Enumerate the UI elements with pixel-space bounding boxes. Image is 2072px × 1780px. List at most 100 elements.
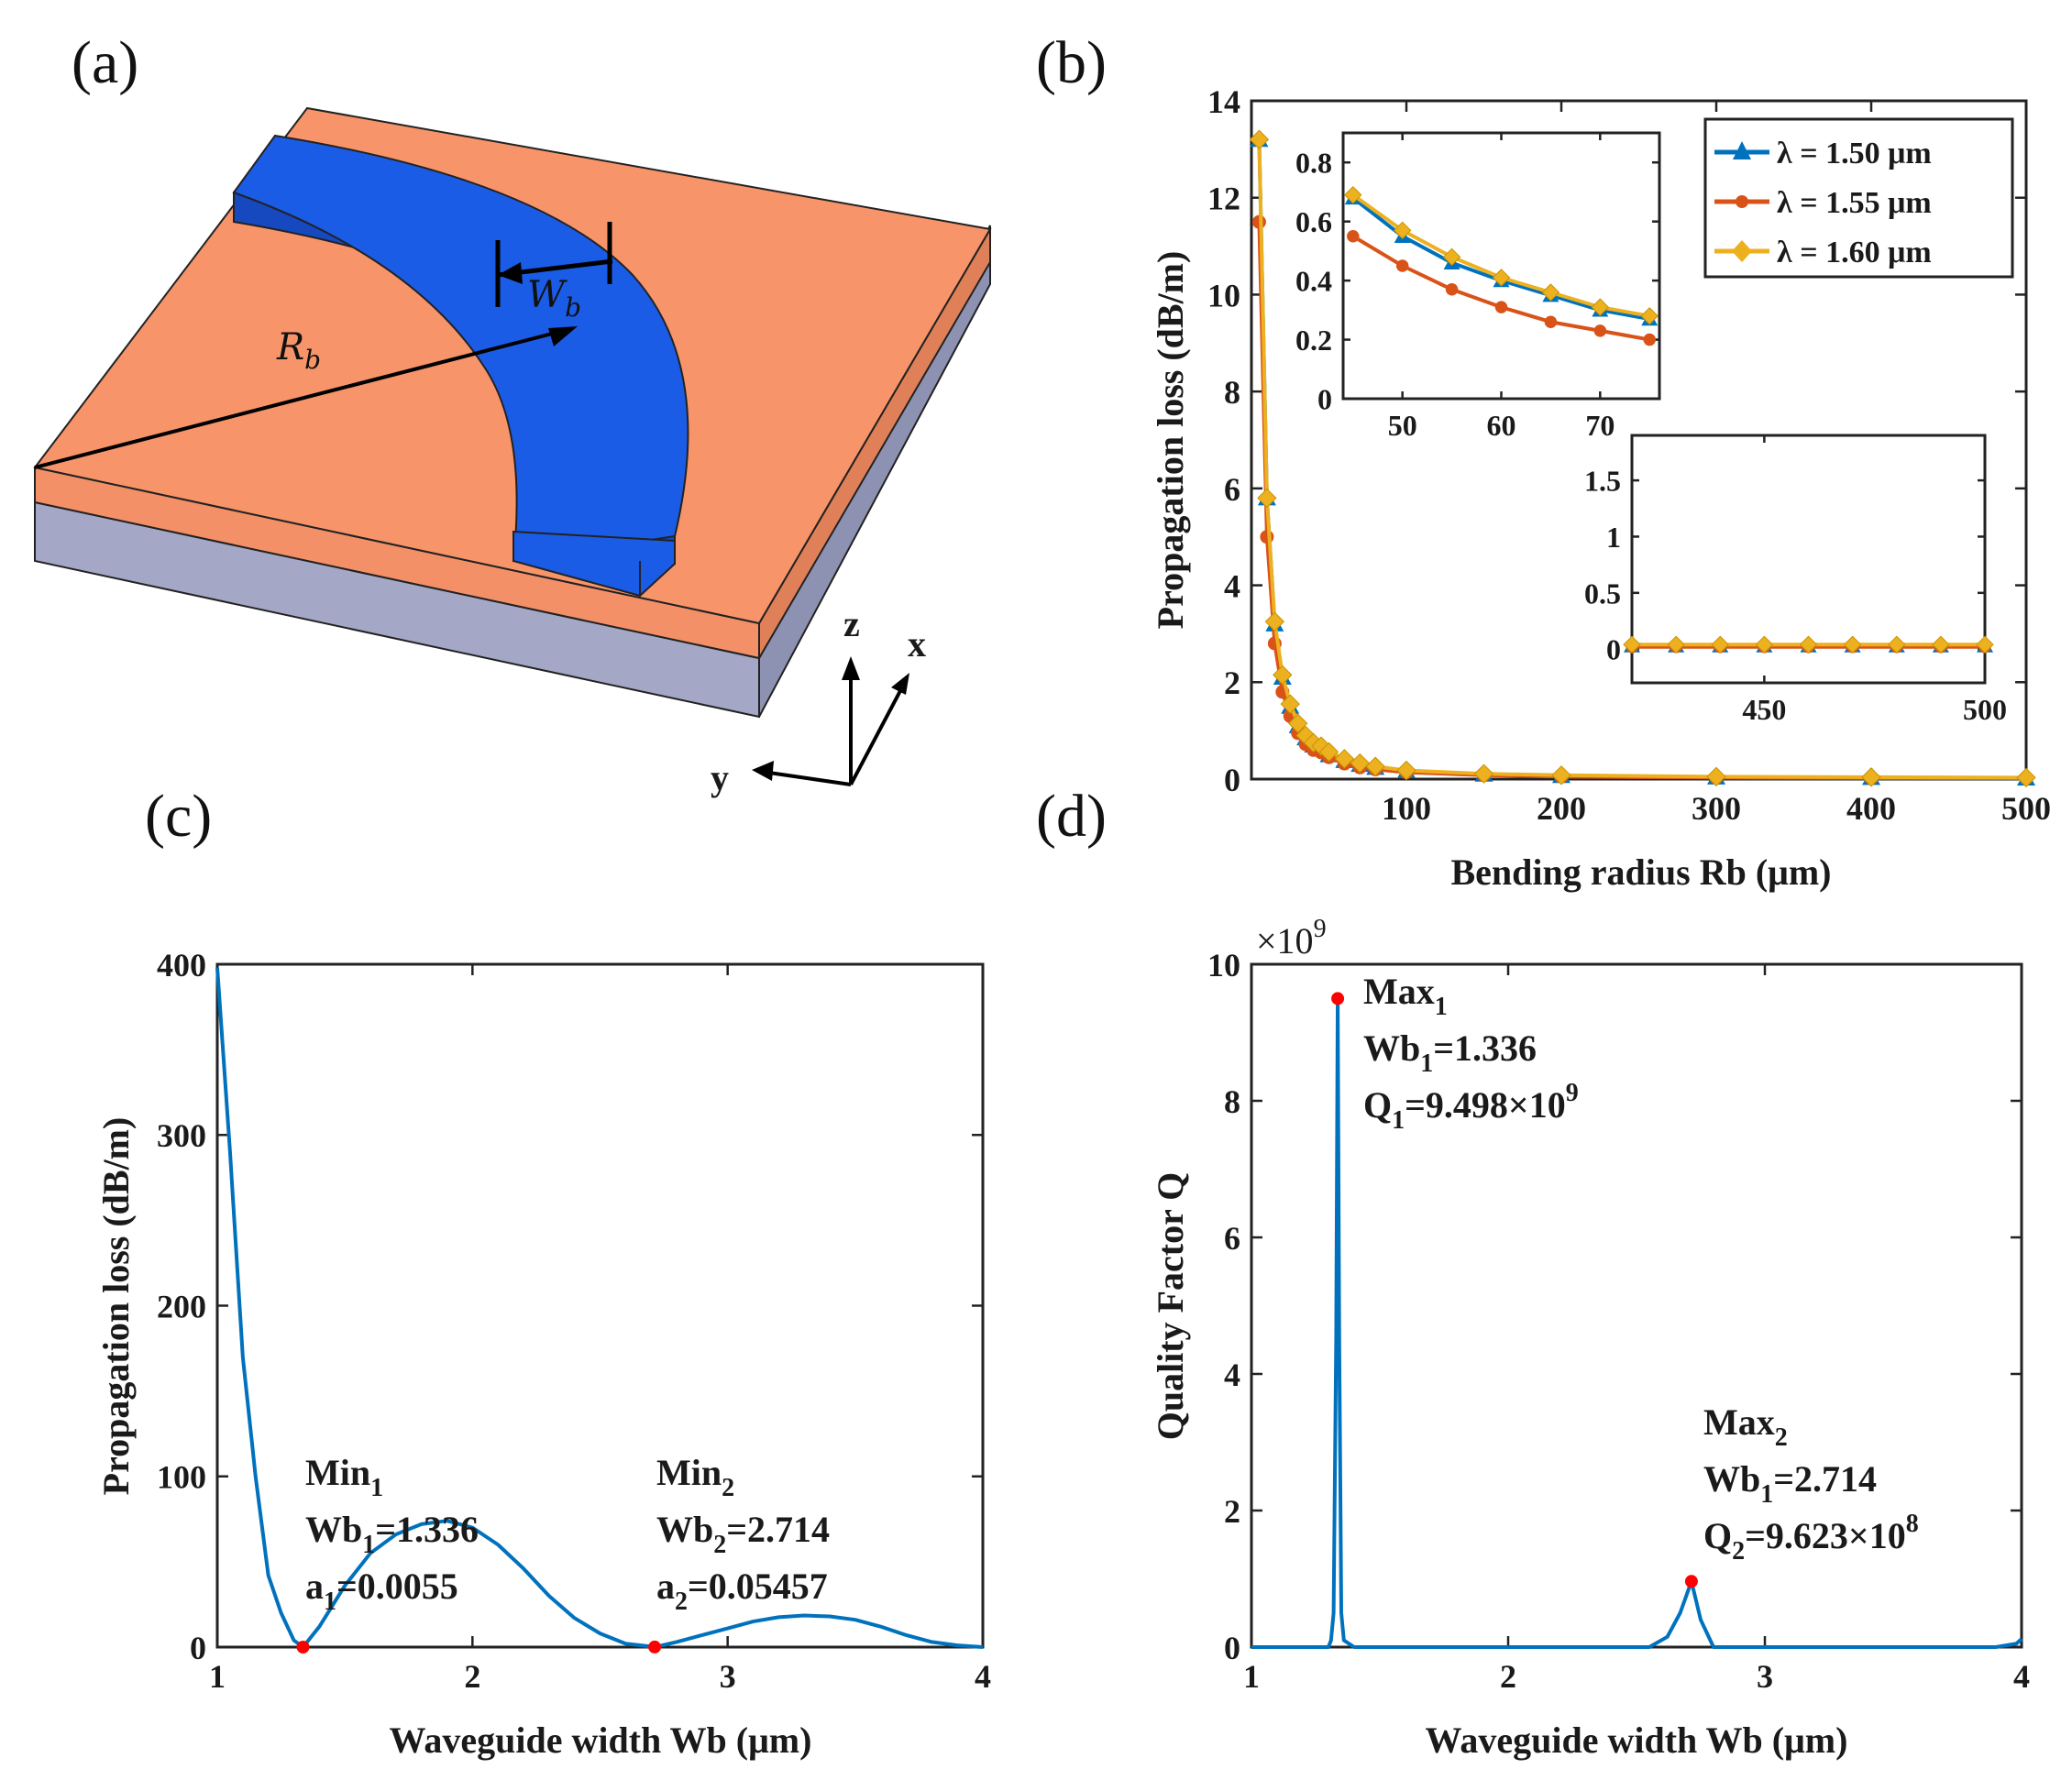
x-tick-label: 2 — [464, 1658, 480, 1695]
x-tick-label: 4 — [2013, 1658, 2030, 1695]
b-plot-frame — [1250, 99, 2028, 781]
d-ylabel: Quality Factor Q — [1150, 1172, 1191, 1441]
d-exponent-label: ×109 — [1256, 915, 1327, 961]
b-inset1: 50 60 70 0 0.2 0.4 0.6 0.8 — [1295, 133, 1659, 442]
x-tick-label: 500 — [1963, 693, 2007, 726]
x-tick-label: 450 — [1742, 693, 1786, 726]
x-tick-label: 4 — [975, 1658, 991, 1695]
axis-x-label: x — [908, 623, 926, 665]
c-series-line — [215, 967, 984, 1649]
marker-diamond — [1640, 307, 1659, 325]
extremum-point — [1684, 1575, 1698, 1588]
marker-diamond — [1667, 635, 1685, 654]
x-tick-label: 500 — [2001, 790, 2051, 827]
panel-d: (d) 1 2 3 4 0 2 4 6 8 10 Max1 Wb1=1.336Q1=9.498×10… — [1036, 783, 2030, 1761]
c-xlabel: Waveguide width Wb (μm) — [390, 1720, 812, 1761]
marker-diamond — [1541, 283, 1560, 302]
d-series-line — [1251, 996, 2023, 1649]
extremum-point — [648, 1640, 662, 1654]
y-tick-label: 0 — [1606, 633, 1621, 666]
marker-circle — [1395, 259, 1409, 272]
b-xlabel: Bending radius Rb (μm) — [1451, 852, 1832, 893]
legend-marker-diamond — [1732, 240, 1752, 262]
x-tick-label: 70 — [1585, 409, 1615, 442]
y-tick-label: 0.5 — [1584, 577, 1621, 610]
y-tick-label: 0.2 — [1295, 324, 1332, 357]
legend-label: λ = 1.60 μm — [1777, 236, 1932, 269]
coordinate-triad: z x y — [711, 603, 926, 798]
y-tick-label: 10 — [1207, 947, 1240, 983]
y-tick-label: 200 — [157, 1288, 206, 1324]
marker-diamond — [1843, 635, 1862, 654]
marker-circle — [1494, 301, 1508, 313]
marker-diamond — [1365, 756, 1385, 776]
x-tick-label: 2 — [1500, 1658, 1516, 1695]
y-tick-label: 6 — [1224, 1220, 1240, 1257]
x-tick-label: 50 — [1388, 409, 1417, 442]
y-tick-label: 1.5 — [1584, 465, 1621, 498]
marker-diamond — [1976, 635, 1994, 654]
annotation-text: Wb1=1.336 — [305, 1509, 479, 1559]
y-tick-label: 4 — [1224, 568, 1240, 605]
y-tick-label: 6 — [1224, 471, 1240, 508]
annotation-text: Wb1=2.714 — [1703, 1458, 1877, 1509]
legend-item-150: λ = 1.50 μm — [1714, 137, 1932, 170]
marker-diamond — [1711, 635, 1729, 654]
annotation-text: Max2 — [1703, 1401, 1788, 1452]
y-tick-label: 0.8 — [1295, 147, 1332, 180]
panel-b-label: (b) — [1036, 29, 1107, 96]
extremum-point — [296, 1640, 310, 1654]
y-tick-label: 1 — [1606, 521, 1621, 554]
x-tick-label: 300 — [1692, 790, 1741, 827]
radius-label: Rb — [276, 326, 321, 375]
b-inset2: 450 500 0 0.5 1 1.5 — [1584, 435, 2007, 726]
panel-a: (a) Wb Rb — [33, 29, 992, 798]
annotation-text: Min2 — [656, 1452, 734, 1502]
panel-d-label: (d) — [1036, 783, 1107, 850]
panel-a-label: (a) — [72, 29, 138, 96]
x-tick-label: 1 — [1243, 1658, 1260, 1695]
y-tick-label: 0.4 — [1295, 265, 1332, 298]
extremum-point — [1331, 992, 1345, 1005]
marker-diamond — [1273, 665, 1293, 686]
annotation-text: a2=0.05457 — [656, 1566, 828, 1616]
y-tick-label: 0 — [1224, 1630, 1240, 1666]
marker-circle — [1445, 283, 1459, 296]
annotation-text: Q2=9.623×108 — [1703, 1510, 1919, 1566]
y-tick-label: 300 — [157, 1117, 206, 1154]
marker-diamond — [1706, 766, 1726, 787]
marker-diamond — [1287, 713, 1308, 733]
annotation-text: a1=0.0055 — [305, 1566, 458, 1616]
marker-circle — [1643, 333, 1656, 346]
marker-diamond — [1623, 635, 1641, 654]
legend-label: λ = 1.50 μm — [1777, 137, 1932, 170]
x-tick-label: 400 — [1846, 790, 1896, 827]
annotation-text: Q1=9.498×109 — [1363, 1079, 1579, 1135]
annotation-text: Max1 — [1363, 971, 1448, 1021]
marker-diamond — [1591, 298, 1610, 316]
x-tick-label: 100 — [1382, 790, 1431, 827]
y-tick-label: 8 — [1224, 1083, 1240, 1120]
y-tick-label: 8 — [1224, 374, 1240, 411]
x-tick-label: 3 — [1757, 1658, 1773, 1695]
d-xlabel: Waveguide width Wb (μm) — [1426, 1720, 1848, 1761]
waveguide-top — [232, 134, 689, 563]
series-line — [1251, 996, 2023, 1649]
marker-diamond — [1257, 488, 1277, 509]
b-series-lines — [1249, 129, 2036, 788]
marker-diamond — [1932, 635, 1950, 654]
y-tick-label: 400 — [157, 947, 206, 983]
x-tick-label: 3 — [720, 1658, 736, 1695]
marker-diamond — [1350, 753, 1371, 774]
marker-diamond — [1888, 635, 1906, 654]
series-line — [215, 967, 984, 1649]
y-tick-label: 0 — [1317, 383, 1332, 416]
marker-diamond — [1280, 694, 1300, 714]
marker-diamond — [1393, 221, 1412, 240]
y-tick-label: 2 — [1224, 1493, 1240, 1530]
c-axis-ticks: 1 2 3 4 0 100 200 300 400 — [157, 947, 991, 1695]
marker-diamond — [1551, 765, 1571, 786]
marker-diamond — [1334, 749, 1355, 769]
